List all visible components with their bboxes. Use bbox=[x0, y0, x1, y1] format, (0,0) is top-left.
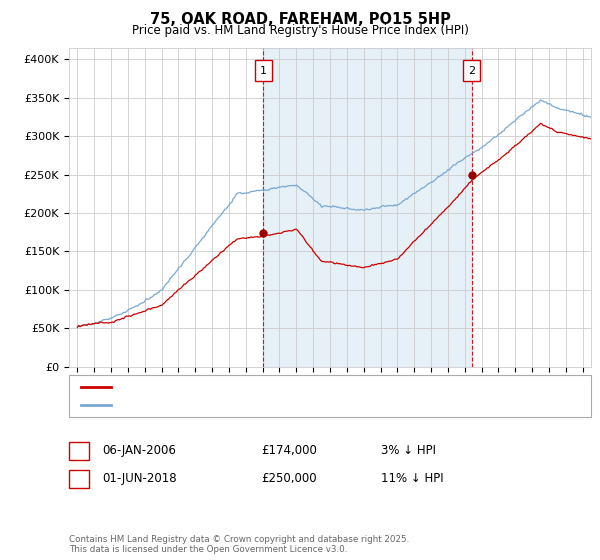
Text: 2: 2 bbox=[75, 472, 83, 486]
Text: 75, OAK ROAD, FAREHAM, PO15 5HP (semi-detached house): 75, OAK ROAD, FAREHAM, PO15 5HP (semi-de… bbox=[120, 382, 433, 392]
Text: Price paid vs. HM Land Registry's House Price Index (HPI): Price paid vs. HM Land Registry's House … bbox=[131, 24, 469, 37]
Text: Contains HM Land Registry data © Crown copyright and database right 2025.
This d: Contains HM Land Registry data © Crown c… bbox=[69, 535, 409, 554]
Text: 3% ↓ HPI: 3% ↓ HPI bbox=[381, 444, 436, 458]
Text: 1: 1 bbox=[260, 66, 267, 76]
Bar bbox=[263, 48, 472, 367]
FancyBboxPatch shape bbox=[255, 60, 272, 81]
Text: 01-JUN-2018: 01-JUN-2018 bbox=[102, 472, 176, 486]
Text: 2: 2 bbox=[468, 66, 475, 76]
Text: £174,000: £174,000 bbox=[261, 444, 317, 458]
Text: HPI: Average price, semi-detached house, Fareham: HPI: Average price, semi-detached house,… bbox=[120, 400, 386, 410]
FancyBboxPatch shape bbox=[463, 60, 480, 81]
Text: 75, OAK ROAD, FAREHAM, PO15 5HP: 75, OAK ROAD, FAREHAM, PO15 5HP bbox=[149, 12, 451, 27]
Text: £250,000: £250,000 bbox=[261, 472, 317, 486]
Text: 11% ↓ HPI: 11% ↓ HPI bbox=[381, 472, 443, 486]
Text: 1: 1 bbox=[75, 444, 83, 458]
Text: 06-JAN-2006: 06-JAN-2006 bbox=[102, 444, 176, 458]
